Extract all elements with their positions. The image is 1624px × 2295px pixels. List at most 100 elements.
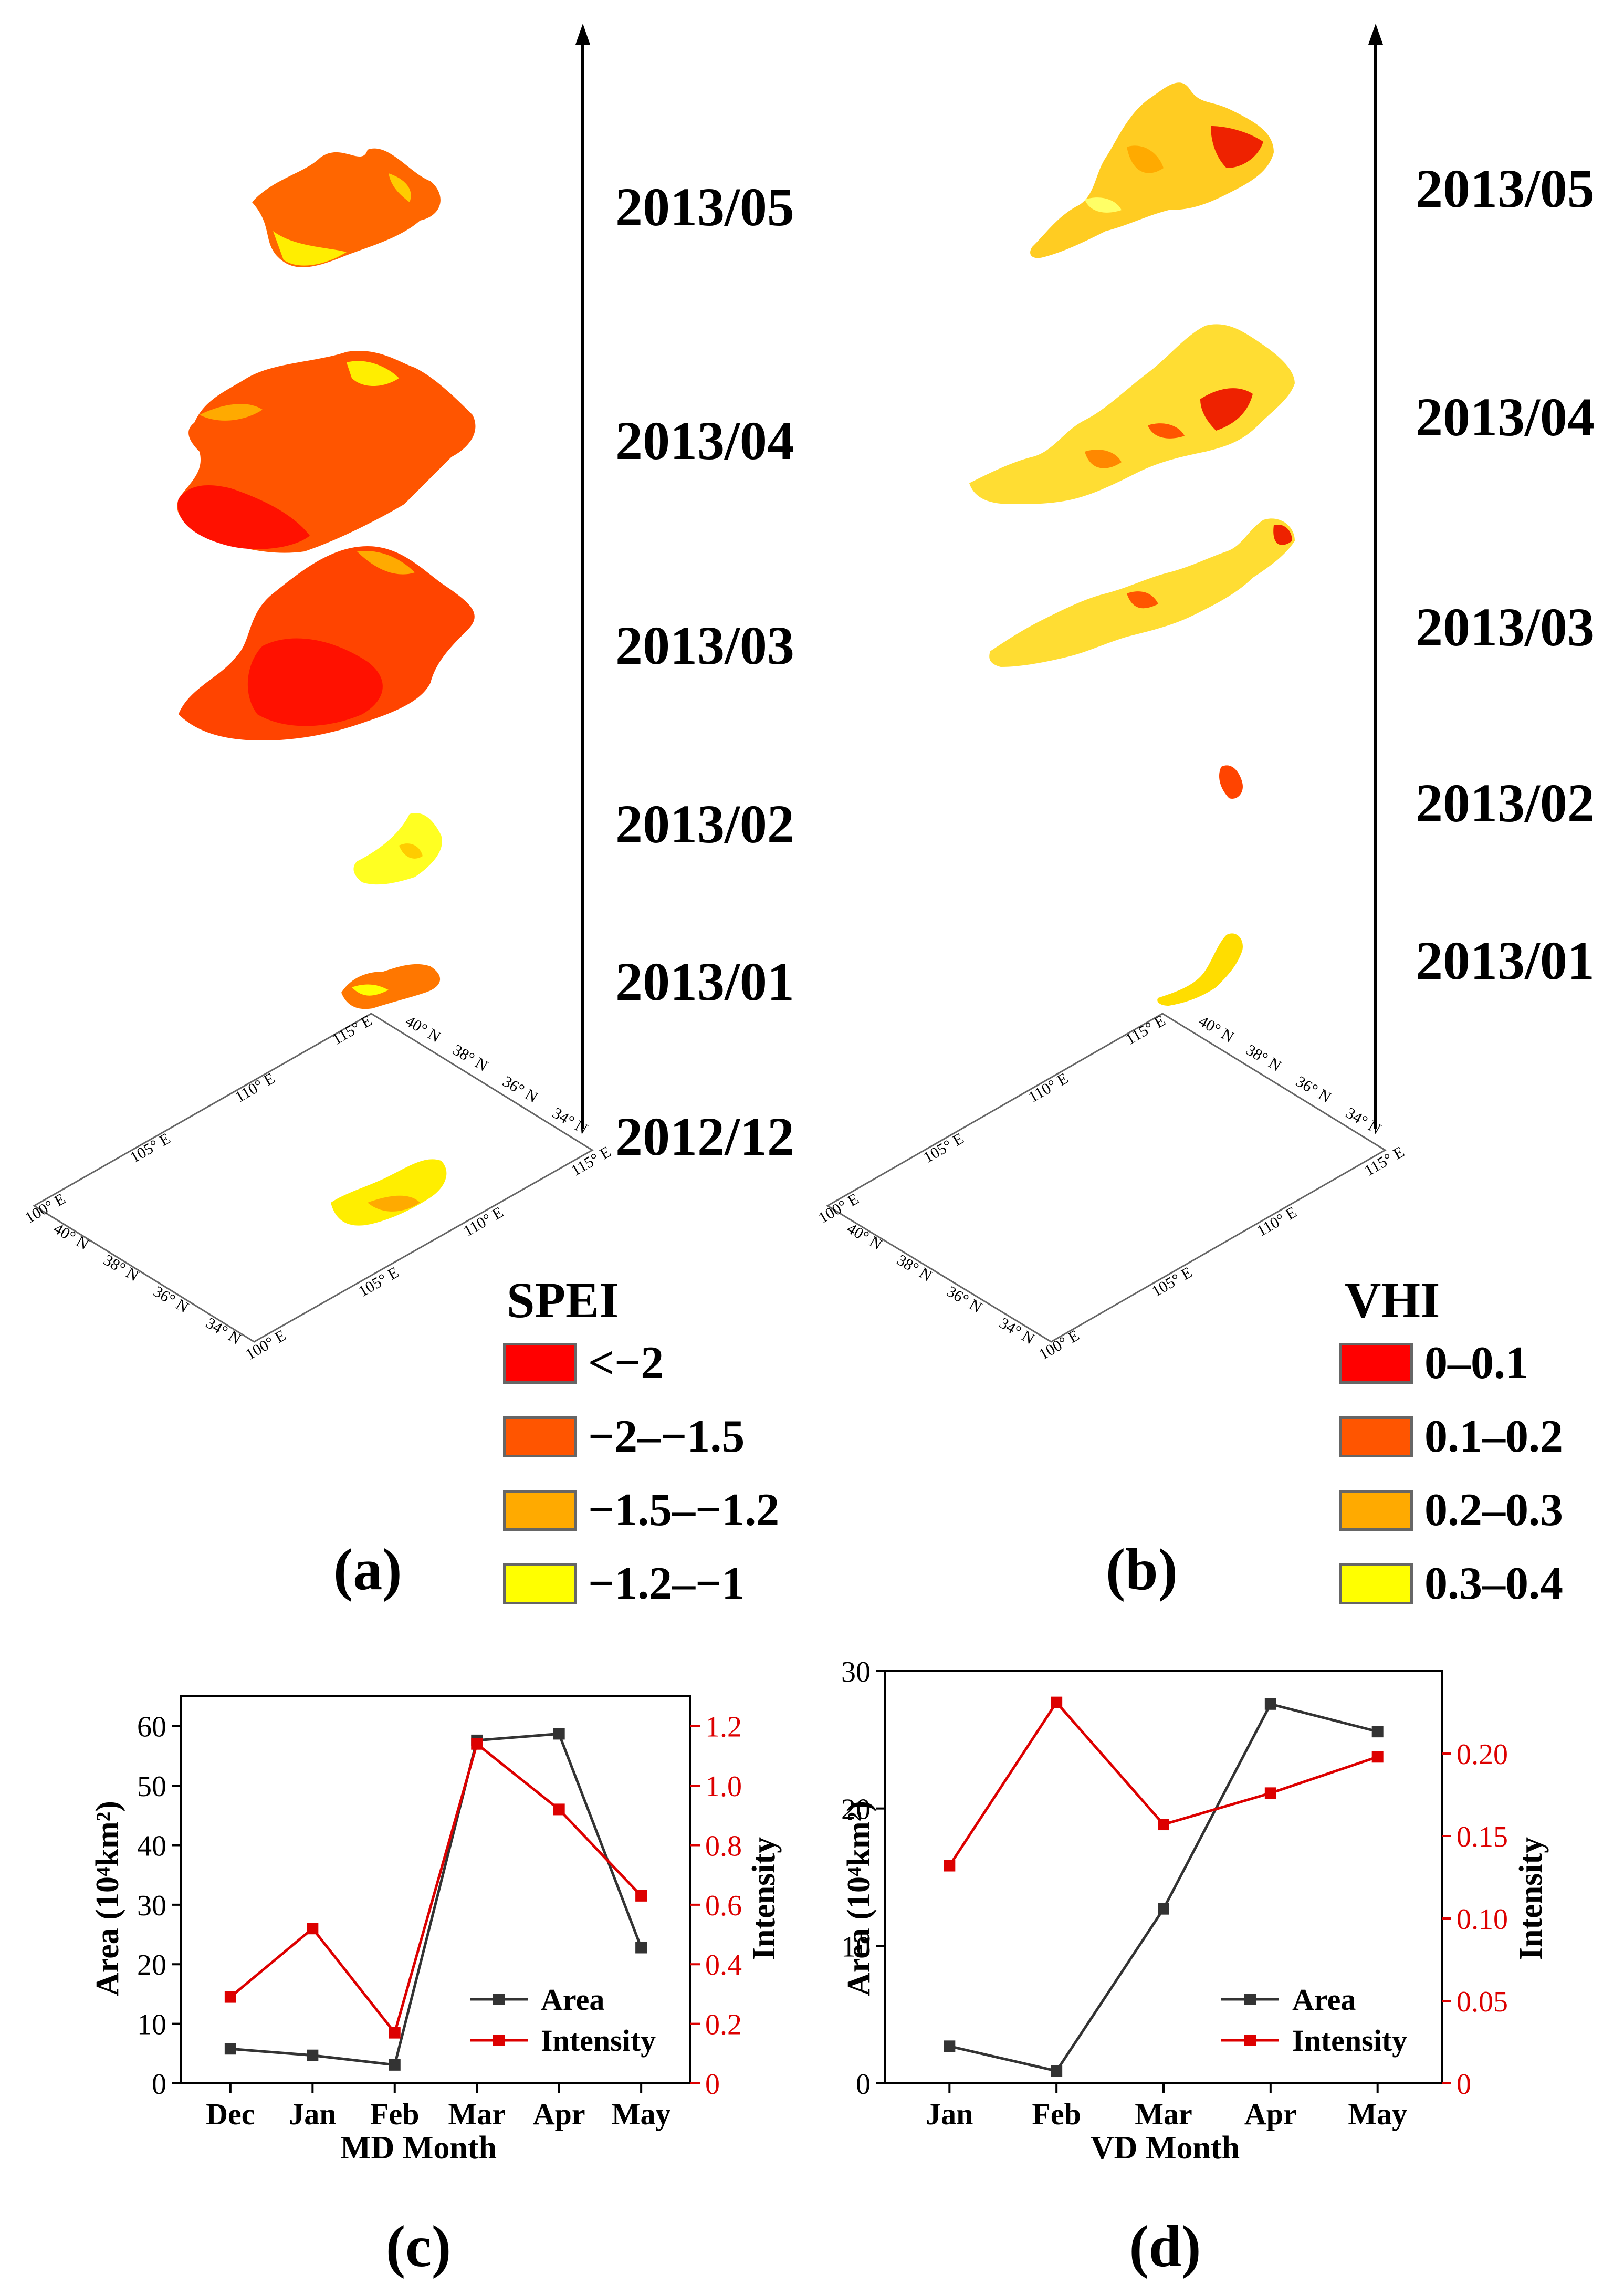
panel-label-b: (b) — [1106, 1537, 1178, 1602]
legend-marker-area — [1244, 1994, 1256, 2005]
date-label: 2013/01 — [615, 952, 794, 1012]
y-tick-label-right: 0.6 — [705, 1890, 742, 1922]
y-tick-label-right: 0.8 — [705, 1830, 742, 1862]
legend-marker-intensity — [1244, 2035, 1256, 2046]
series-line-intensity — [229, 1741, 642, 2036]
chart-ylabel-right: Intensity — [746, 1837, 782, 1960]
drought-patch-2013-02 — [353, 813, 442, 885]
chart-xlabel: VD Month — [1091, 2130, 1240, 2166]
map-base-frame — [826, 1013, 1387, 1343]
data-point-intensity — [389, 2027, 401, 2039]
map-3d-stack-b: 100° E 105° E 110° E 115° E 115° E 110° … — [815, 24, 1407, 1363]
plot-frame — [884, 1670, 1443, 2084]
y-tick-label-left: 0 — [152, 2068, 166, 2101]
y-tick-label-left: 20 — [841, 1793, 871, 1826]
map-panel-a: 100° E 105° E 110° E 115° E 115° E 110° … — [0, 0, 812, 1609]
legend-item: 0.1–0.2 — [1339, 1410, 1563, 1463]
x-tick-label: May — [1348, 2097, 1407, 2131]
drought-patch-2013-01 — [341, 964, 441, 1009]
legend-marker-area — [493, 1994, 505, 2005]
legend-label-intensity: Intensity — [541, 2023, 656, 2058]
time-arrow-head — [1368, 24, 1383, 45]
legend-label: −1.5–−1.2 — [588, 1485, 780, 1536]
data-point-area — [553, 1728, 565, 1740]
x-tick-label: Mar — [1135, 2097, 1192, 2131]
axis-label: 105° E — [920, 1130, 967, 1166]
y-tick-label-right: 0 — [705, 2068, 720, 2101]
legend-title: SPEI — [507, 1272, 619, 1328]
map-3d-stack-a: 100° E 105° E 110° E 115° E 115° E 110° … — [22, 24, 614, 1363]
axis-label: 38° N — [450, 1041, 491, 1075]
data-point-intensity — [1264, 1787, 1276, 1799]
y-tick-label-left: 30 — [137, 1890, 166, 1922]
y-tick-label-left: 50 — [137, 1770, 166, 1803]
y-tick-label-right: 0.4 — [705, 1949, 742, 1981]
legend-swatch — [1339, 1563, 1413, 1604]
time-arrow-head — [575, 24, 590, 45]
y-tick-label-right: 0.05 — [1457, 1986, 1508, 2018]
chart-c: Area (10⁴km²) Intensity MD Month (c) 0 10… — [90, 1695, 782, 2279]
chart-ylabel-left: Area (10⁴km²) — [841, 1801, 877, 1996]
legend-label: −1.2–−1 — [588, 1558, 745, 1609]
axis-label: 115° E — [1123, 1012, 1168, 1048]
axis-label: 115° E — [329, 1012, 375, 1048]
data-point-area — [389, 2059, 401, 2071]
drought-patch-2013-03 — [179, 546, 475, 740]
data-point-intensity — [635, 1890, 647, 1902]
axis-label: 40° N — [844, 1219, 885, 1253]
legend-item: 0.3–0.4 — [1339, 1557, 1563, 1610]
legend-item: <−2 — [503, 1337, 664, 1390]
axis-label: 40° N — [403, 1012, 444, 1046]
map-base-frame — [33, 1013, 594, 1343]
y-tick-label-left: 20 — [137, 1949, 166, 1981]
date-label: 2012/12 — [615, 1107, 794, 1167]
vhi-patch-2013-04 — [969, 324, 1295, 504]
y-tick-label-right: 0.20 — [1457, 1738, 1508, 1771]
x-tick-label: Jan — [926, 2097, 973, 2131]
x-tick-label: Feb — [370, 2097, 419, 2131]
legend-swatch — [1339, 1489, 1413, 1531]
data-point-intensity — [553, 1803, 565, 1816]
y-tick-label-right: 0.10 — [1457, 1903, 1508, 1936]
y-tick-label-left: 60 — [137, 1711, 166, 1744]
legend-label: −2–−1.5 — [588, 1411, 745, 1462]
axis-label: 105° E — [1149, 1264, 1195, 1300]
legend-label-intensity: Intensity — [1292, 2023, 1407, 2058]
drought-patch-2013-05 — [252, 148, 441, 267]
series-line-intensity — [948, 1700, 1378, 1866]
chart-d: Area (10⁴km²) Intensity VD Month (d) 0 10… — [841, 1656, 1549, 2279]
data-point-area — [307, 2049, 319, 2061]
data-point-intensity — [1371, 1751, 1384, 1763]
legend-label: 0.2–0.3 — [1424, 1485, 1563, 1536]
date-label: 2013/01 — [1416, 931, 1595, 991]
drought-patch-2012-12 — [331, 1159, 447, 1226]
axis-label: 38° N — [894, 1251, 935, 1285]
panel-label-d: (d) — [1129, 2214, 1201, 2279]
date-label: 2013/04 — [1416, 387, 1595, 447]
date-label: 2013/04 — [615, 411, 794, 471]
vhi-patch-2013-01 — [1157, 933, 1243, 1006]
legend-label-area: Area — [1292, 1983, 1356, 2017]
data-point-intensity — [944, 1860, 956, 1872]
drought-patch-2013-04 — [177, 350, 476, 553]
axis-label: 100° E — [1036, 1327, 1082, 1363]
legend-item: −2–−1.5 — [503, 1410, 745, 1463]
y-tick-label-left: 0 — [856, 2068, 871, 2101]
date-label: 2013/05 — [1416, 159, 1595, 219]
data-point-intensity — [1158, 1819, 1169, 1831]
y-tick-label-right: 0.2 — [705, 2009, 742, 2041]
axis-label: 38° N — [101, 1251, 142, 1285]
legend-swatch — [503, 1342, 577, 1384]
axis-label: 34° N — [997, 1314, 1038, 1348]
plot-frame — [180, 1695, 691, 2084]
data-point-area — [224, 2043, 236, 2055]
y-tick-label-right: 1.2 — [705, 1711, 742, 1744]
y-tick-label-left: 30 — [841, 1656, 871, 1688]
x-tick-label: Jan — [289, 2097, 336, 2131]
axis-label: 36° N — [1293, 1072, 1334, 1106]
legend-swatch — [1339, 1342, 1413, 1384]
legend-swatch — [503, 1489, 577, 1531]
legend-marker-intensity — [493, 2035, 505, 2046]
axis-label: 110° E — [232, 1070, 278, 1106]
chart-ylabel-left: Area (10⁴km²) — [90, 1801, 125, 1996]
